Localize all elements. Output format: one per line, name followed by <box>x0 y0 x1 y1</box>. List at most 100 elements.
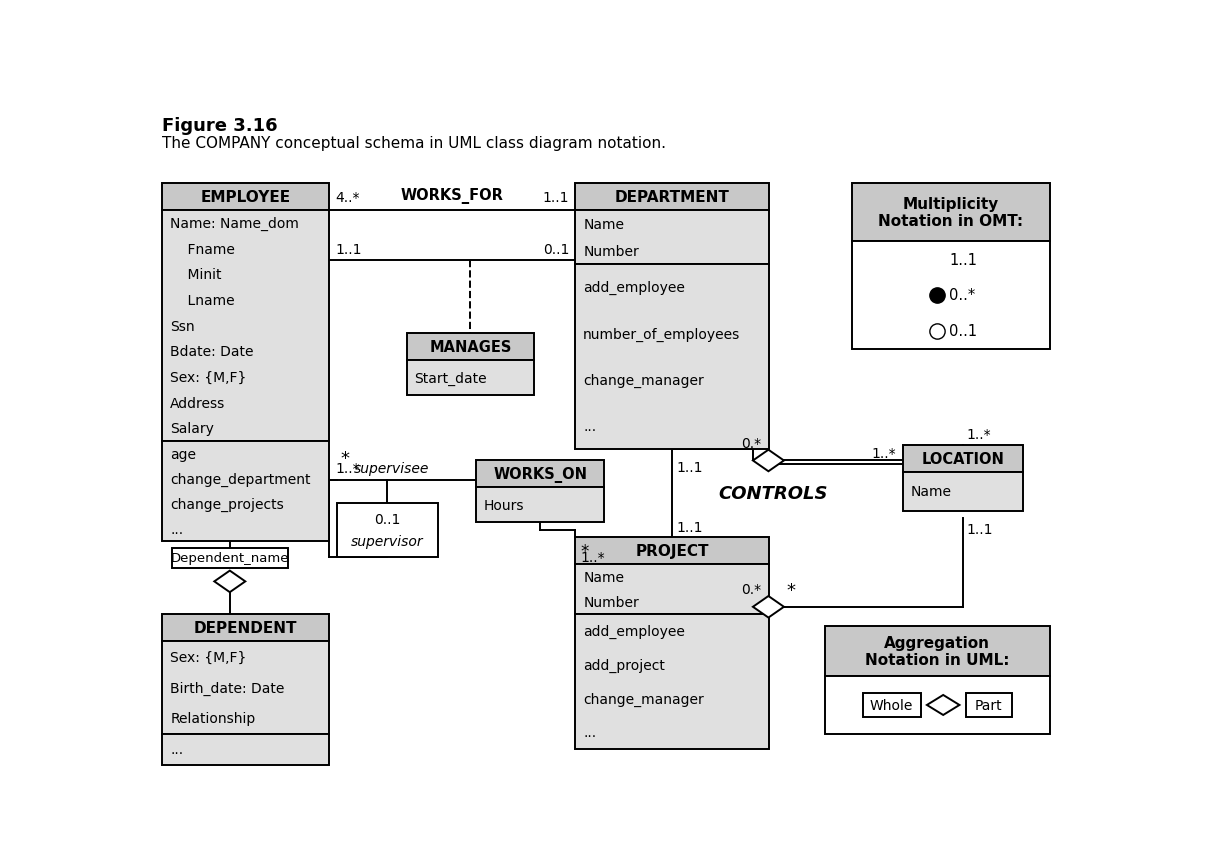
Text: 1..*: 1..* <box>580 550 604 564</box>
Text: DEPARTMENT: DEPARTMENT <box>615 190 730 205</box>
Bar <box>575 615 769 749</box>
Text: Aggregation
Notation in UML:: Aggregation Notation in UML: <box>865 635 1009 667</box>
Text: Multiplicity
Notation in OMT:: Multiplicity Notation in OMT: <box>878 196 1024 229</box>
Polygon shape <box>753 450 784 472</box>
Text: 1..1: 1..1 <box>677 520 703 534</box>
Text: Name: Name <box>584 570 625 585</box>
Bar <box>406 334 534 361</box>
Text: 0..1: 0..1 <box>949 324 977 339</box>
Text: Name: Name <box>584 218 625 232</box>
Text: ...: ... <box>170 742 183 756</box>
Bar <box>171 548 288 568</box>
Text: Whole: Whole <box>870 698 913 712</box>
Bar <box>902 473 1023 511</box>
Bar <box>163 442 329 542</box>
Text: supervisee: supervisee <box>353 461 429 475</box>
Bar <box>575 211 769 265</box>
Text: EMPLOYEE: EMPLOYEE <box>200 190 291 205</box>
Text: change_department: change_department <box>170 472 311 486</box>
Bar <box>862 693 920 717</box>
Text: ...: ... <box>584 419 596 433</box>
Text: WORKS_ON: WORKS_ON <box>493 467 587 482</box>
Text: PROJECT: PROJECT <box>636 544 709 559</box>
Text: Birth_date: Date: Birth_date: Date <box>170 681 285 695</box>
Bar <box>163 211 329 442</box>
Text: Part: Part <box>976 698 1002 712</box>
Text: 0.*: 0.* <box>742 582 761 597</box>
Bar <box>575 184 769 211</box>
Text: *: * <box>786 581 796 599</box>
Text: 4..*: 4..* <box>335 191 359 205</box>
Bar <box>476 488 604 523</box>
Text: change_manager: change_manager <box>584 692 704 706</box>
Text: ...: ... <box>170 523 183 536</box>
Text: Sex: {M,F}: Sex: {M,F} <box>170 370 246 385</box>
Bar <box>163 641 329 734</box>
Text: DEPENDENT: DEPENDENT <box>194 621 298 635</box>
Polygon shape <box>753 597 784 618</box>
Text: *: * <box>580 542 589 561</box>
Bar <box>902 446 1023 473</box>
Text: 1..1: 1..1 <box>677 461 703 475</box>
Text: Fname: Fname <box>170 243 235 257</box>
Bar <box>853 242 1049 350</box>
Text: Number: Number <box>584 245 639 258</box>
Text: Dependent_name: Dependent_name <box>170 551 289 564</box>
Text: Address: Address <box>170 396 226 410</box>
Text: Bdate: Date: Bdate: Date <box>170 345 253 359</box>
Bar <box>853 184 1049 242</box>
Bar <box>825 626 1049 676</box>
Text: Relationship: Relationship <box>170 711 256 726</box>
Bar <box>163 184 329 211</box>
Text: 1..1: 1..1 <box>335 243 362 257</box>
Text: Ssn: Ssn <box>170 319 194 333</box>
Text: Name: Name_dom: Name: Name_dom <box>170 217 299 231</box>
Text: Number: Number <box>584 595 639 610</box>
Text: 1..1: 1..1 <box>966 523 993 536</box>
Text: Name: Name <box>911 485 952 499</box>
Bar <box>476 461 604 488</box>
Text: 0..1: 0..1 <box>543 243 569 257</box>
Bar <box>163 615 329 641</box>
Text: 1..*: 1..* <box>872 446 896 460</box>
Text: add_employee: add_employee <box>584 624 685 639</box>
Text: Lname: Lname <box>170 294 235 307</box>
Polygon shape <box>215 571 245 592</box>
Text: add_employee: add_employee <box>584 281 685 295</box>
Text: age: age <box>170 447 197 461</box>
Text: Hours: Hours <box>484 499 525 512</box>
Bar <box>575 265 769 449</box>
Polygon shape <box>927 695 960 715</box>
Text: supervisor: supervisor <box>351 534 423 548</box>
Bar <box>163 734 329 765</box>
Text: Sex: {M,F}: Sex: {M,F} <box>170 650 246 664</box>
Text: Start_date: Start_date <box>414 371 487 386</box>
Bar <box>406 361 534 395</box>
Text: add_project: add_project <box>584 658 665 672</box>
Text: LOCATION: LOCATION <box>921 451 1005 467</box>
Text: number_of_employees: number_of_employees <box>584 327 740 341</box>
Bar <box>575 538 769 565</box>
Text: *: * <box>340 450 350 468</box>
Text: Figure 3.16: Figure 3.16 <box>163 117 279 135</box>
Bar <box>825 676 1049 734</box>
Text: 0.*: 0.* <box>742 437 761 450</box>
Text: CONTROLS: CONTROLS <box>719 485 829 503</box>
Text: 0..1: 0..1 <box>374 512 400 526</box>
Text: 1..*: 1..* <box>966 428 991 442</box>
Bar <box>966 693 1012 717</box>
Bar <box>575 565 769 615</box>
Text: change_manager: change_manager <box>584 373 704 387</box>
Bar <box>336 504 438 557</box>
Text: 1..1: 1..1 <box>949 252 977 267</box>
Text: 1..1: 1..1 <box>543 191 569 205</box>
Text: WORKS_FOR: WORKS_FOR <box>400 188 504 203</box>
Text: Minit: Minit <box>170 268 222 282</box>
Text: The COMPANY conceptual schema in UML class diagram notation.: The COMPANY conceptual schema in UML cla… <box>163 136 667 151</box>
Text: MANAGES: MANAGES <box>429 340 511 355</box>
Text: Salary: Salary <box>170 422 213 436</box>
Text: 1..*: 1..* <box>335 461 359 475</box>
Text: change_projects: change_projects <box>170 497 283 511</box>
Text: 0..*: 0..* <box>949 288 976 303</box>
Text: ...: ... <box>584 726 596 740</box>
